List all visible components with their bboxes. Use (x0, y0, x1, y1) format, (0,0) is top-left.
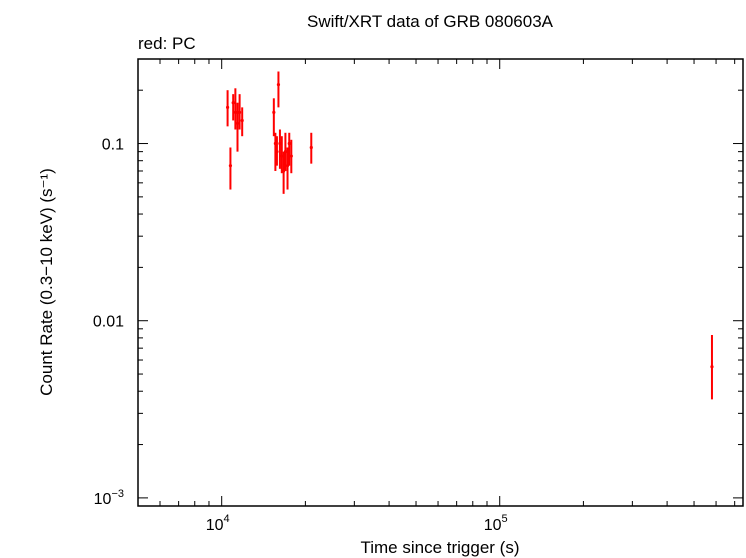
x-axis-ticks: 104 105 (137, 59, 736, 534)
y-tick-label: 10−3 (94, 488, 124, 508)
data-point (283, 150, 288, 154)
data-point (272, 110, 276, 114)
data-point (231, 101, 235, 105)
y-tick-label: 0.1 (102, 137, 124, 154)
data-point (278, 141, 282, 146)
x-axis-label: Time since trigger (s) (360, 538, 519, 557)
data-point (280, 154, 284, 158)
chart-title: Swift/XRT data of GRB 080603A (307, 12, 554, 31)
data-point (233, 110, 237, 114)
y-axis-label: Count Rate (0.3−10 keV) (s⁻¹) (37, 168, 56, 396)
data-point (225, 105, 230, 109)
data-point (275, 150, 279, 154)
data-point (276, 83, 281, 87)
data-point (228, 164, 233, 168)
data-point (710, 365, 714, 369)
data-point (289, 154, 293, 158)
chart-subtitle: red: PC (138, 34, 196, 53)
data-point (309, 145, 313, 150)
data-point (235, 121, 240, 125)
data-series-pc (225, 71, 714, 400)
x-tick-label: 105 (484, 513, 508, 534)
data-point (287, 141, 291, 146)
plot-frame (137, 58, 744, 507)
y-axis-ticks: 0.1 0.01 10−3 (93, 89, 743, 508)
y-tick-label: 0.01 (93, 314, 124, 331)
data-point (240, 118, 244, 123)
data-point (238, 110, 242, 114)
x-tick-label: 104 (206, 513, 230, 534)
